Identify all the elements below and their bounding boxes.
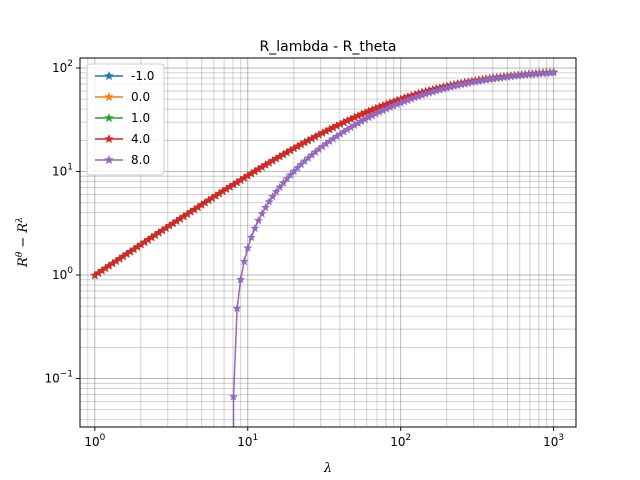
chart-title: R_lambda - R_theta (260, 39, 397, 55)
series-point (268, 191, 278, 201)
series-point (549, 67, 559, 77)
legend-item: 4.0 (95, 132, 150, 146)
series-point (257, 209, 267, 218)
series-8.0 (228, 67, 559, 427)
series-point (232, 303, 242, 313)
axis-ticks: 100 101 102 103 10−1 100 101 102 (44, 59, 564, 449)
series-point (264, 197, 274, 206)
series-point (246, 232, 256, 242)
x-tick-label: 103 (543, 433, 564, 449)
y-axis-label: Rθ − Rλ (15, 217, 31, 268)
series-point (275, 182, 285, 192)
y-tick-label: 100 (52, 266, 73, 282)
legend-label: 0.0 (131, 90, 150, 104)
legend: -1.0 0.0 1.0 4.0 8.0 (86, 63, 165, 176)
legend-marker (104, 91, 114, 102)
legend-marker (104, 70, 114, 81)
y-tick-label: 102 (52, 59, 73, 75)
x-axis-label: λ (323, 461, 332, 476)
plot-frame (79, 57, 577, 428)
legend-item: 0.0 (95, 90, 150, 104)
legend-item: 8.0 (95, 153, 150, 167)
series-point (278, 178, 288, 187)
series-layer (90, 67, 559, 427)
series-point (243, 243, 253, 253)
series-point (271, 187, 281, 196)
series-point (282, 174, 292, 183)
series-point (239, 256, 249, 266)
legend-box (86, 63, 165, 176)
legend-label: 8.0 (131, 153, 150, 167)
legend-label: 1.0 (131, 111, 150, 125)
legend-item: -1.0 (95, 69, 154, 83)
y-tick-label: 101 (52, 163, 73, 179)
series-point (236, 274, 246, 284)
series-point (250, 223, 260, 233)
legend-label: 4.0 (131, 132, 150, 146)
legend-item: 1.0 (95, 111, 150, 125)
y-tick-label: 10−1 (44, 370, 73, 386)
legend-marker (104, 154, 114, 165)
legend-marker (104, 112, 114, 123)
legend-marker (104, 133, 114, 144)
x-tick-label: 100 (84, 433, 105, 449)
series-point (261, 202, 271, 212)
series-point (253, 215, 263, 225)
legend-label: -1.0 (131, 69, 154, 83)
x-tick-label: 101 (237, 433, 258, 449)
series-point (228, 392, 239, 401)
x-tick-label: 102 (390, 433, 411, 449)
